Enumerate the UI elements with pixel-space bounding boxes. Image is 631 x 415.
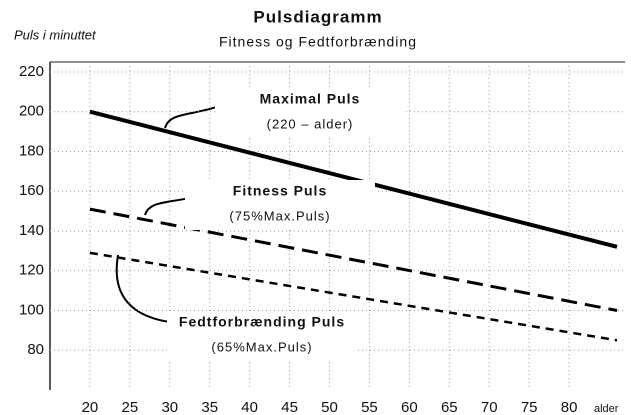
- series-note: (65%Max.Puls): [211, 339, 312, 354]
- x-tick-label: 20: [82, 399, 99, 415]
- series-label: Fitness Puls: [233, 183, 327, 199]
- series-label: Fedtforbrænding Puls: [179, 314, 345, 330]
- x-tick-label: 25: [122, 399, 139, 415]
- chart-title: Pulsdiagramm: [253, 7, 382, 26]
- y-tick-label: 180: [19, 142, 44, 159]
- chart-subtitle: Fitness og Fedtforbrænding: [219, 34, 417, 50]
- y-tick-label: 80: [27, 341, 44, 358]
- x-tick-label: 75: [521, 399, 538, 415]
- label-bg: [215, 88, 405, 138]
- x-axis-label: alder: [594, 403, 619, 415]
- y-tick-label: 120: [19, 262, 44, 279]
- x-tick-label: 50: [321, 399, 338, 415]
- series-line: [89, 251, 618, 342]
- y-axis-label: Puls i minuttet: [14, 27, 97, 42]
- series-line: [89, 207, 618, 312]
- x-tick-label: 40: [241, 399, 258, 415]
- x-tick-label: 30: [161, 399, 178, 415]
- series-line: [89, 109, 618, 249]
- series-label: Maximal Puls: [260, 91, 361, 107]
- label-bg: [167, 311, 357, 361]
- label-bg: [185, 180, 375, 230]
- leader: [115, 254, 179, 324]
- y-tick-label: 200: [19, 103, 44, 120]
- x-tick-label: 70: [481, 399, 498, 415]
- x-tick-label: 45: [281, 399, 298, 415]
- y-tick-label: 220: [19, 63, 44, 80]
- x-tick-label: 55: [361, 399, 378, 415]
- x-tick-label: 65: [441, 399, 458, 415]
- series-note: (220 – alder): [267, 116, 354, 131]
- y-tick-label: 140: [19, 222, 44, 239]
- x-tick-label: 80: [561, 399, 578, 415]
- x-tick-label: 35: [201, 399, 218, 415]
- y-tick-label: 160: [19, 182, 44, 199]
- y-tick-label: 100: [19, 301, 44, 318]
- x-tick-label: 60: [401, 399, 418, 415]
- series-note: (75%Max.Puls): [229, 208, 330, 223]
